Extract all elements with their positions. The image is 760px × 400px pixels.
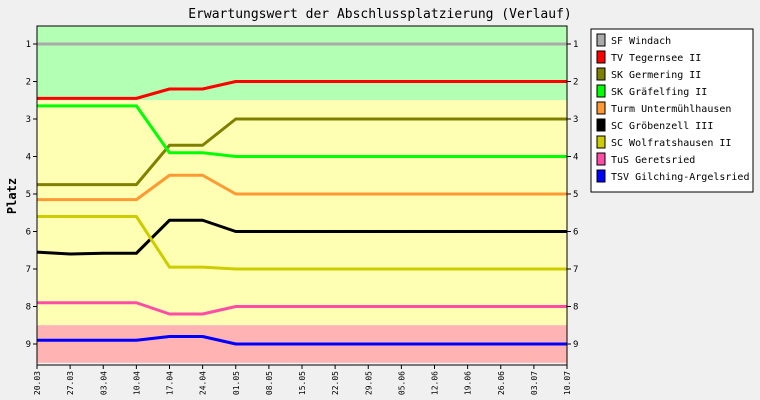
- x-tick-label: 22.05: [331, 371, 340, 395]
- x-tick-label: 03.07: [530, 371, 539, 395]
- band-1: [37, 100, 567, 326]
- legend-label: Turm Untermühlhausen: [611, 104, 731, 115]
- legend-swatch: [596, 101, 606, 115]
- x-tick-label: 08.05: [265, 371, 274, 395]
- legend-label: TV Tegernsee II: [611, 53, 701, 64]
- legend-swatch: [596, 84, 606, 98]
- legend-swatch: [596, 50, 606, 64]
- series-line-7: [37, 301, 567, 316]
- series-lines: [36, 42, 567, 346]
- legend-swatch: [596, 118, 606, 132]
- y-tick-label-left: 6: [26, 228, 31, 238]
- x-tick-label: 01.05: [232, 371, 241, 395]
- y-tick-label-right: 3: [573, 115, 578, 125]
- y-tick-label-right: 4: [573, 153, 578, 163]
- x-tick-label: 19.06: [464, 371, 473, 395]
- y-tick-label-left: 4: [26, 153, 31, 163]
- legend-swatch: [596, 135, 606, 149]
- legend-label: TuS Geretsried: [611, 155, 695, 166]
- legend: SF Windach TV Tegernsee II SK Germering II…: [590, 28, 754, 193]
- series-line-8: [37, 335, 567, 346]
- series-line-2: [37, 117, 567, 187]
- y-tick-label-left: 9: [26, 340, 31, 350]
- legend-swatch: [596, 33, 606, 47]
- y-tick-label-right: 2: [573, 78, 578, 88]
- y-axis-right: 1 2 3 4 5 6 7 8 9: [567, 40, 578, 350]
- series-line-4: [37, 173, 567, 202]
- series-line-3: [37, 104, 567, 158]
- band-0: [37, 26, 567, 101]
- y-axis-label: Platz: [5, 178, 19, 214]
- legend-label: SC Gröbenzell III: [611, 121, 713, 132]
- legend-swatch: [596, 67, 606, 81]
- x-tick-label: 24.04: [199, 371, 208, 395]
- legend-swatch: [596, 152, 606, 166]
- y-tick-label-right: 8: [573, 303, 578, 313]
- x-tick-label: 15.05: [298, 371, 307, 395]
- x-tick-label: 10.04: [132, 371, 141, 395]
- legend-box: [590, 28, 754, 193]
- x-tick-label: 12.06: [431, 371, 440, 395]
- x-tick-label: 26.06: [497, 371, 506, 395]
- x-axis: 20.03 27.03 03.04 10.04 17.04 24.04 01.05 08.05…: [33, 365, 572, 395]
- x-tick-label: 29.05: [364, 371, 373, 395]
- series-line-5: [36, 218, 567, 256]
- y-axis-left: 1 2 3 4 5 6 7 8 9: [26, 40, 37, 350]
- chart-title: Erwartungswert der Abschlussplatzierung …: [188, 7, 572, 22]
- y-tick-label-right: 5: [573, 190, 578, 200]
- legend-label: SC Wolfratshausen II: [611, 138, 731, 149]
- background-bands: [37, 26, 567, 363]
- y-tick-label-right: 1: [573, 40, 578, 50]
- y-tick-label-left: 5: [26, 190, 31, 200]
- x-tick-label: 20.03: [33, 371, 42, 395]
- y-tick-label-left: 1: [26, 40, 31, 50]
- legend-label: SK Gräfelfing II: [611, 87, 707, 98]
- y-tick-label-right: 9: [573, 340, 578, 350]
- legend-swatch: [596, 169, 606, 183]
- y-tick-label-left: 7: [26, 265, 31, 275]
- y-tick-label-right: 6: [573, 228, 578, 238]
- series-line-1: [37, 80, 567, 100]
- x-tick-label: 05.06: [397, 371, 406, 395]
- y-tick-label-right: 7: [573, 265, 578, 275]
- legend-label: TSV Gilching-Argelsried: [611, 172, 749, 183]
- x-tick-label: 03.04: [99, 371, 108, 395]
- y-tick-label-left: 2: [26, 78, 31, 88]
- x-tick-label: 27.03: [66, 371, 75, 395]
- legend-label: SK Germering II: [611, 70, 701, 81]
- y-tick-label-left: 8: [26, 303, 31, 313]
- x-tick-label: 10.07: [563, 371, 572, 395]
- x-tick-label: 17.04: [166, 371, 175, 395]
- series-line-6: [37, 215, 567, 271]
- y-tick-label-left: 3: [26, 115, 31, 125]
- legend-label: SF Windach: [611, 36, 671, 47]
